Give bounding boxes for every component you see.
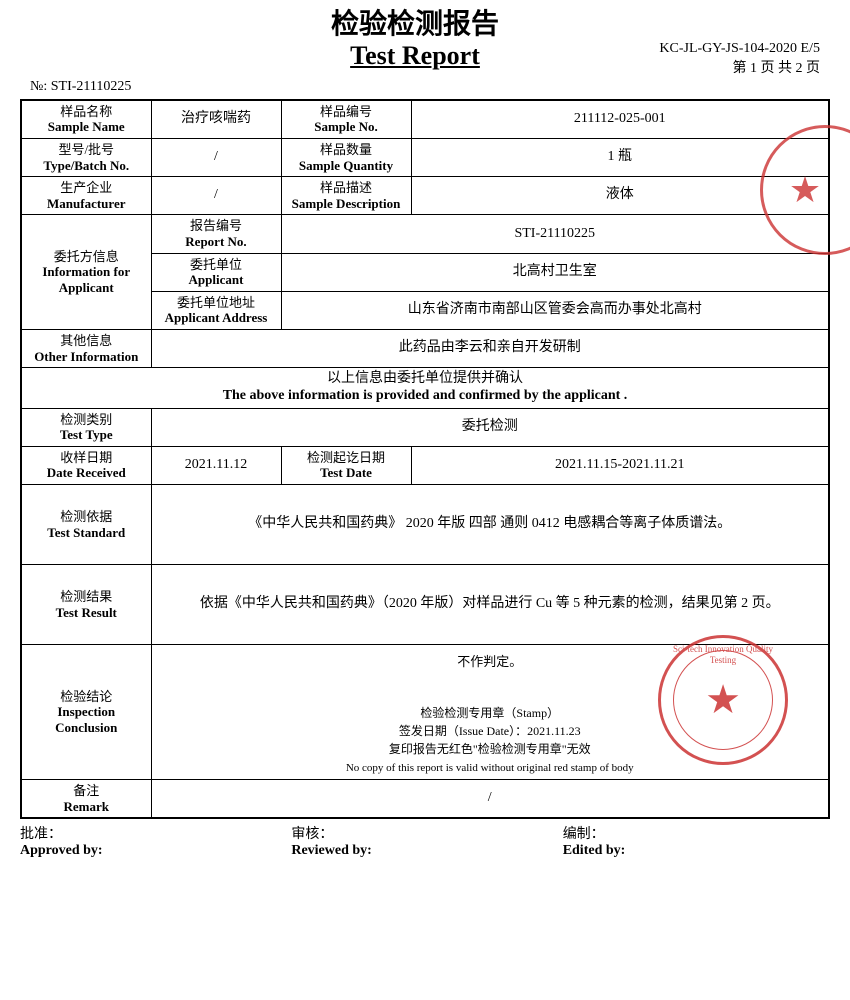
- val-remark: /: [151, 780, 829, 819]
- val-type-batch: /: [151, 138, 281, 176]
- label-result: 检测结果Test Result: [21, 565, 151, 645]
- title-en: Test Report: [280, 41, 550, 71]
- sig-edit: 编制：Edited by:: [563, 823, 830, 859]
- label-report-no: 报告编号Report No.: [151, 215, 281, 253]
- val-manufacturer: /: [151, 177, 281, 215]
- val-result: 依据《中华人民共和国药典》（2020 年版）对样品进行 Cu 等 5 种元素的检…: [151, 565, 829, 645]
- val-other: 此药品由李云和亲自开发研制: [151, 329, 829, 367]
- doc-no-value: STI-21110225: [51, 79, 132, 94]
- label-type-batch: 型号/批号Type/Batch No.: [21, 138, 151, 176]
- title-zh: 检验检测报告: [280, 10, 550, 41]
- stamp-caption: 检验检测专用章（Stamp） 签发日期（Issue Date）：2021.11.…: [158, 704, 823, 777]
- label-date-recv: 收样日期Date Received: [21, 446, 151, 484]
- report-code: KC-JL-GY-JS-104-2020 E/5: [550, 41, 820, 57]
- val-applicant: 北高村卫生室: [281, 253, 829, 291]
- label-qty: 样品数量Sample Quantity: [281, 138, 411, 176]
- report-table: 样品名称Sample Name 治疗咳喘药 样品编号Sample No. 211…: [20, 99, 830, 820]
- label-manufacturer: 生产企业Manufacturer: [21, 177, 151, 215]
- val-date-recv: 2021.11.12: [151, 446, 281, 484]
- label-standard: 检测依据Test Standard: [21, 485, 151, 565]
- label-other: 其他信息Other Information: [21, 329, 151, 367]
- confirm-row: 以上信息由委托单位提供并确认 The above information is …: [21, 368, 829, 409]
- confirm-zh: 以上信息由委托单位提供并确认: [327, 371, 523, 386]
- signature-row: 批准：Approved by: 审核：Reviewed by: 编制：Edite…: [20, 823, 830, 859]
- label-test-type: 检测类别Test Type: [21, 408, 151, 446]
- val-test-type: 委托检测: [151, 408, 829, 446]
- conclusion-text: 不作判定。: [158, 648, 823, 670]
- label-conclusion: 检验结论Inspection Conclusion: [21, 645, 151, 780]
- val-sample-no: 211112-025-001: [411, 100, 829, 139]
- confirm-en: The above information is provided and co…: [223, 388, 628, 403]
- sig-review: 审核：Reviewed by:: [291, 823, 558, 859]
- label-remark: 备注Remark: [21, 780, 151, 819]
- label-applicant: 委托单位Applicant: [151, 253, 281, 291]
- doc-no-label: №:: [30, 79, 47, 94]
- label-address: 委托单位地址Applicant Address: [151, 291, 281, 329]
- val-address: 山东省济南市南部山区管委会高而办事处北高村: [281, 291, 829, 329]
- val-standard: 《中华人民共和国药典》 2020 年版 四部 通则 0412 电感耦合等离子体质…: [151, 485, 829, 565]
- sig-approve: 批准：Approved by:: [20, 823, 287, 859]
- page-info: 第 1 页 共 2 页: [550, 57, 820, 77]
- label-sample-name: 样品名称Sample Name: [21, 100, 151, 139]
- label-sample-no: 样品编号Sample No.: [281, 100, 411, 139]
- val-report-no: STI-21110225: [281, 215, 829, 253]
- label-desc: 样品描述Sample Description: [281, 177, 411, 215]
- val-sample-name: 治疗咳喘药: [151, 100, 281, 139]
- star-icon: ★: [789, 169, 821, 211]
- report-header: 检验检测报告 Test Report KC-JL-GY-JS-104-2020 …: [10, 10, 840, 77]
- label-test-date: 检测起讫日期Test Date: [281, 446, 411, 484]
- val-test-date: 2021.11.15-2021.11.21: [411, 446, 829, 484]
- doc-no-row: №: STI-21110225: [30, 79, 820, 95]
- label-applicant-info: 委托方信息Information for Applicant: [21, 215, 151, 330]
- val-conclusion: 不作判定。 Sci-tech Innovation Quality Testin…: [151, 645, 829, 780]
